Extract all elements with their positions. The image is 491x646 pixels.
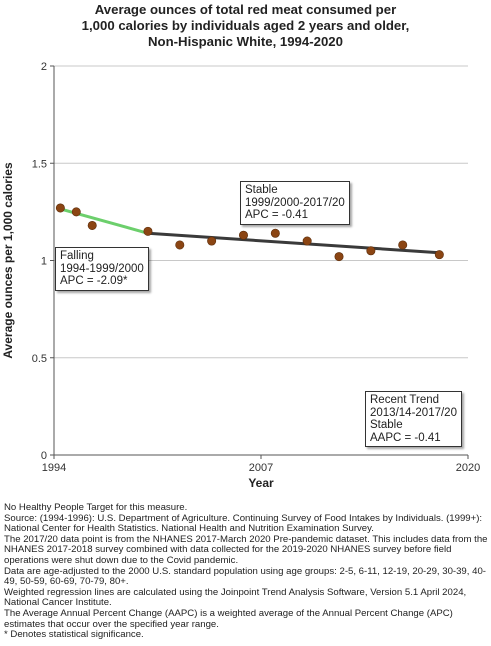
annotation-falling: Falling 1994-1999/2000 APC = -2.09*	[55, 247, 149, 291]
annotation-line: Stable	[370, 419, 403, 431]
y-tick-label: 2	[41, 61, 47, 73]
annotation-line: Recent Trend	[370, 394, 440, 406]
footnote: * Denotes statistical significance.	[4, 629, 144, 641]
footnote: Data are age-adjusted to the 2000 U.S. s…	[4, 565, 486, 588]
footnote: Source: (1994-1996): U.S. Department of …	[4, 512, 483, 535]
annotation-line: Falling	[60, 250, 94, 262]
footnote: No Healthy People Target for this measur…	[4, 502, 188, 513]
data-point	[55, 203, 65, 213]
data-point	[87, 220, 97, 230]
footnote: The 2017/20 data point is from the NHANE…	[4, 533, 488, 566]
data-point	[398, 240, 408, 250]
data-point	[302, 236, 312, 246]
title-line: Non-Hispanic White, 1994-2020	[148, 34, 343, 49]
data-point	[71, 207, 81, 217]
footnotes: No Healthy People Target for this measur…	[4, 502, 490, 641]
y-tick-label: 1	[41, 256, 47, 268]
y-tick-label: 0	[41, 450, 47, 462]
annotation-line: 1999/2000-2017/20	[245, 196, 345, 209]
data-point	[334, 252, 344, 262]
annotation-line: APC = -0.41	[245, 209, 308, 221]
footnote: Weighted regression lines are calculated…	[4, 586, 467, 609]
x-tick-label: 2020	[456, 462, 480, 474]
footnote: The Average Annual Percent Change (AAPC)…	[4, 607, 453, 630]
y-tick-label: 1.5	[32, 158, 47, 170]
annotation-line: AAPC = -0.41	[370, 431, 441, 444]
x-axis-label: Year	[248, 476, 274, 490]
trend-line	[146, 231, 441, 255]
x-tick-label: 1994	[42, 462, 66, 474]
annotation-stable: Stable 1999/2000-2017/20 APC = -0.41	[240, 181, 350, 225]
annotation-line: Stable	[245, 184, 278, 196]
data-point	[175, 240, 185, 250]
title-line: 1,000 calories by individuals aged 2 yea…	[81, 18, 410, 33]
data-point	[143, 226, 153, 236]
data-point	[207, 236, 217, 246]
chart-title: Average ounces of total red meat consume…	[0, 2, 491, 50]
data-point	[238, 230, 248, 240]
annotation-line: APC = -2.09*	[60, 275, 128, 287]
y-axis-label: Average ounces per 1,000 calories	[1, 162, 15, 359]
annotation-recent-trend: Recent Trend 2013/14-2017/20 Stable AAPC…	[365, 391, 462, 447]
title-line: Average ounces of total red meat consume…	[94, 2, 397, 17]
x-tick-label: 2007	[249, 462, 273, 474]
data-point	[366, 246, 376, 256]
annotation-line: 1994-1999/2000	[60, 262, 144, 275]
data-point	[434, 250, 444, 260]
y-tick-label: 0.5	[32, 353, 47, 365]
data-point	[270, 228, 280, 238]
annotation-line: 2013/14-2017/20	[370, 406, 457, 419]
